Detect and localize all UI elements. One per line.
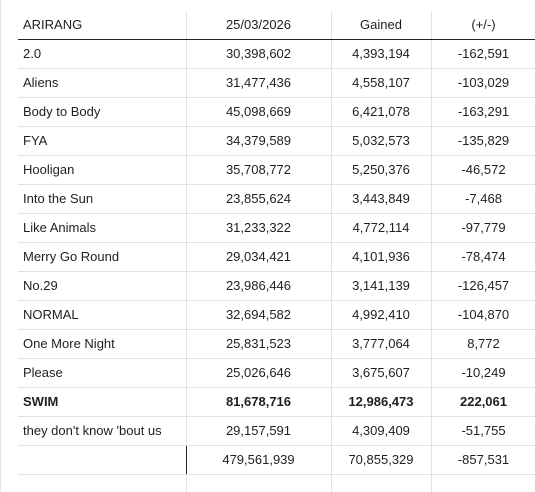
empty-row [18,475,535,492]
gained-cell[interactable]: 4,101,936 [331,243,431,272]
gained-cell[interactable]: 3,443,849 [331,185,431,214]
header-cell-change[interactable]: (+/-) [431,11,535,40]
change-cell[interactable]: -10,249 [431,359,535,388]
total-streams-cell[interactable]: 29,034,421 [186,243,331,272]
total-streams-cell[interactable]: 30,398,602 [186,40,331,69]
total-streams-cell[interactable]: 35,708,772 [186,156,331,185]
gained-cell[interactable]: 6,421,078 [331,98,431,127]
song-name-cell[interactable]: Into the Sun [18,185,186,214]
gained-cell[interactable]: 4,992,410 [331,301,431,330]
gained-cell[interactable]: 4,309,409 [331,417,431,446]
gained-cell[interactable]: 4,393,194 [331,40,431,69]
total-streams-cell[interactable]: 23,855,624 [186,185,331,214]
total-streams-cell[interactable]: 32,694,582 [186,301,331,330]
gained-cell[interactable]: 3,777,064 [331,330,431,359]
total-streams-cell[interactable]: 31,477,436 [186,69,331,98]
song-name-cell[interactable]: Please [18,359,186,388]
totals-change-cell[interactable]: -857,531 [431,446,535,475]
song-name-cell[interactable]: SWIM [18,388,186,417]
totals-gained-cell[interactable]: 70,855,329 [331,446,431,475]
song-name-cell[interactable]: Body to Body [18,98,186,127]
change-cell[interactable]: -78,474 [431,243,535,272]
header-cell-gained[interactable]: Gained [331,11,431,40]
song-name-cell[interactable]: 2.0 [18,40,186,69]
totals-label-cell[interactable] [18,446,186,475]
total-streams-cell[interactable]: 23,986,446 [186,272,331,301]
total-streams-cell[interactable]: 34,379,589 [186,127,331,156]
gained-cell[interactable]: 12,986,473 [331,388,431,417]
empty-cell[interactable] [331,475,431,492]
empty-cell[interactable] [18,475,186,492]
gained-cell[interactable]: 3,675,607 [331,359,431,388]
change-cell[interactable]: -126,457 [431,272,535,301]
total-streams-cell[interactable]: 25,831,523 [186,330,331,359]
gained-cell[interactable]: 5,250,376 [331,156,431,185]
change-cell[interactable]: -103,029 [431,69,535,98]
change-cell[interactable]: 222,061 [431,388,535,417]
header-row: ARIRANG 25/03/2026 Gained (+/-) [18,11,535,40]
empty-cell[interactable] [431,475,535,492]
song-name-cell[interactable]: FYA [18,127,186,156]
total-streams-cell[interactable]: 81,678,716 [186,388,331,417]
change-cell[interactable]: -7,468 [431,185,535,214]
song-name-cell[interactable]: Aliens [18,69,186,98]
gained-cell[interactable]: 5,032,573 [331,127,431,156]
song-name-cell[interactable]: NORMAL [18,301,186,330]
song-name-cell[interactable]: Hooligan [18,156,186,185]
header-cell-title[interactable]: ARIRANG [18,11,186,40]
total-streams-cell[interactable]: 45,098,669 [186,98,331,127]
song-name-cell[interactable]: they don't know 'bout us [18,417,186,446]
change-cell[interactable]: -51,755 [431,417,535,446]
gained-cell[interactable]: 4,772,114 [331,214,431,243]
song-name-cell[interactable]: One More Night [18,330,186,359]
change-cell[interactable]: -46,572 [431,156,535,185]
gained-cell[interactable]: 4,558,107 [331,69,431,98]
totals-streams-cell[interactable]: 479,561,939 [186,446,331,475]
change-cell[interactable]: -162,591 [431,40,535,69]
empty-cell[interactable] [186,475,331,492]
change-cell[interactable]: -135,829 [431,127,535,156]
song-name-cell[interactable]: Like Animals [18,214,186,243]
change-cell[interactable]: -163,291 [431,98,535,127]
gained-cell[interactable]: 3,141,139 [331,272,431,301]
total-streams-cell[interactable]: 25,026,646 [186,359,331,388]
total-streams-cell[interactable]: 31,233,322 [186,214,331,243]
song-name-cell[interactable]: No.29 [18,272,186,301]
total-streams-cell[interactable]: 29,157,591 [186,417,331,446]
header-cell-date[interactable]: 25/03/2026 [186,11,331,40]
change-cell[interactable]: 8,772 [431,330,535,359]
change-cell[interactable]: -104,870 [431,301,535,330]
song-name-cell[interactable]: Merry Go Round [18,243,186,272]
change-cell[interactable]: -97,779 [431,214,535,243]
